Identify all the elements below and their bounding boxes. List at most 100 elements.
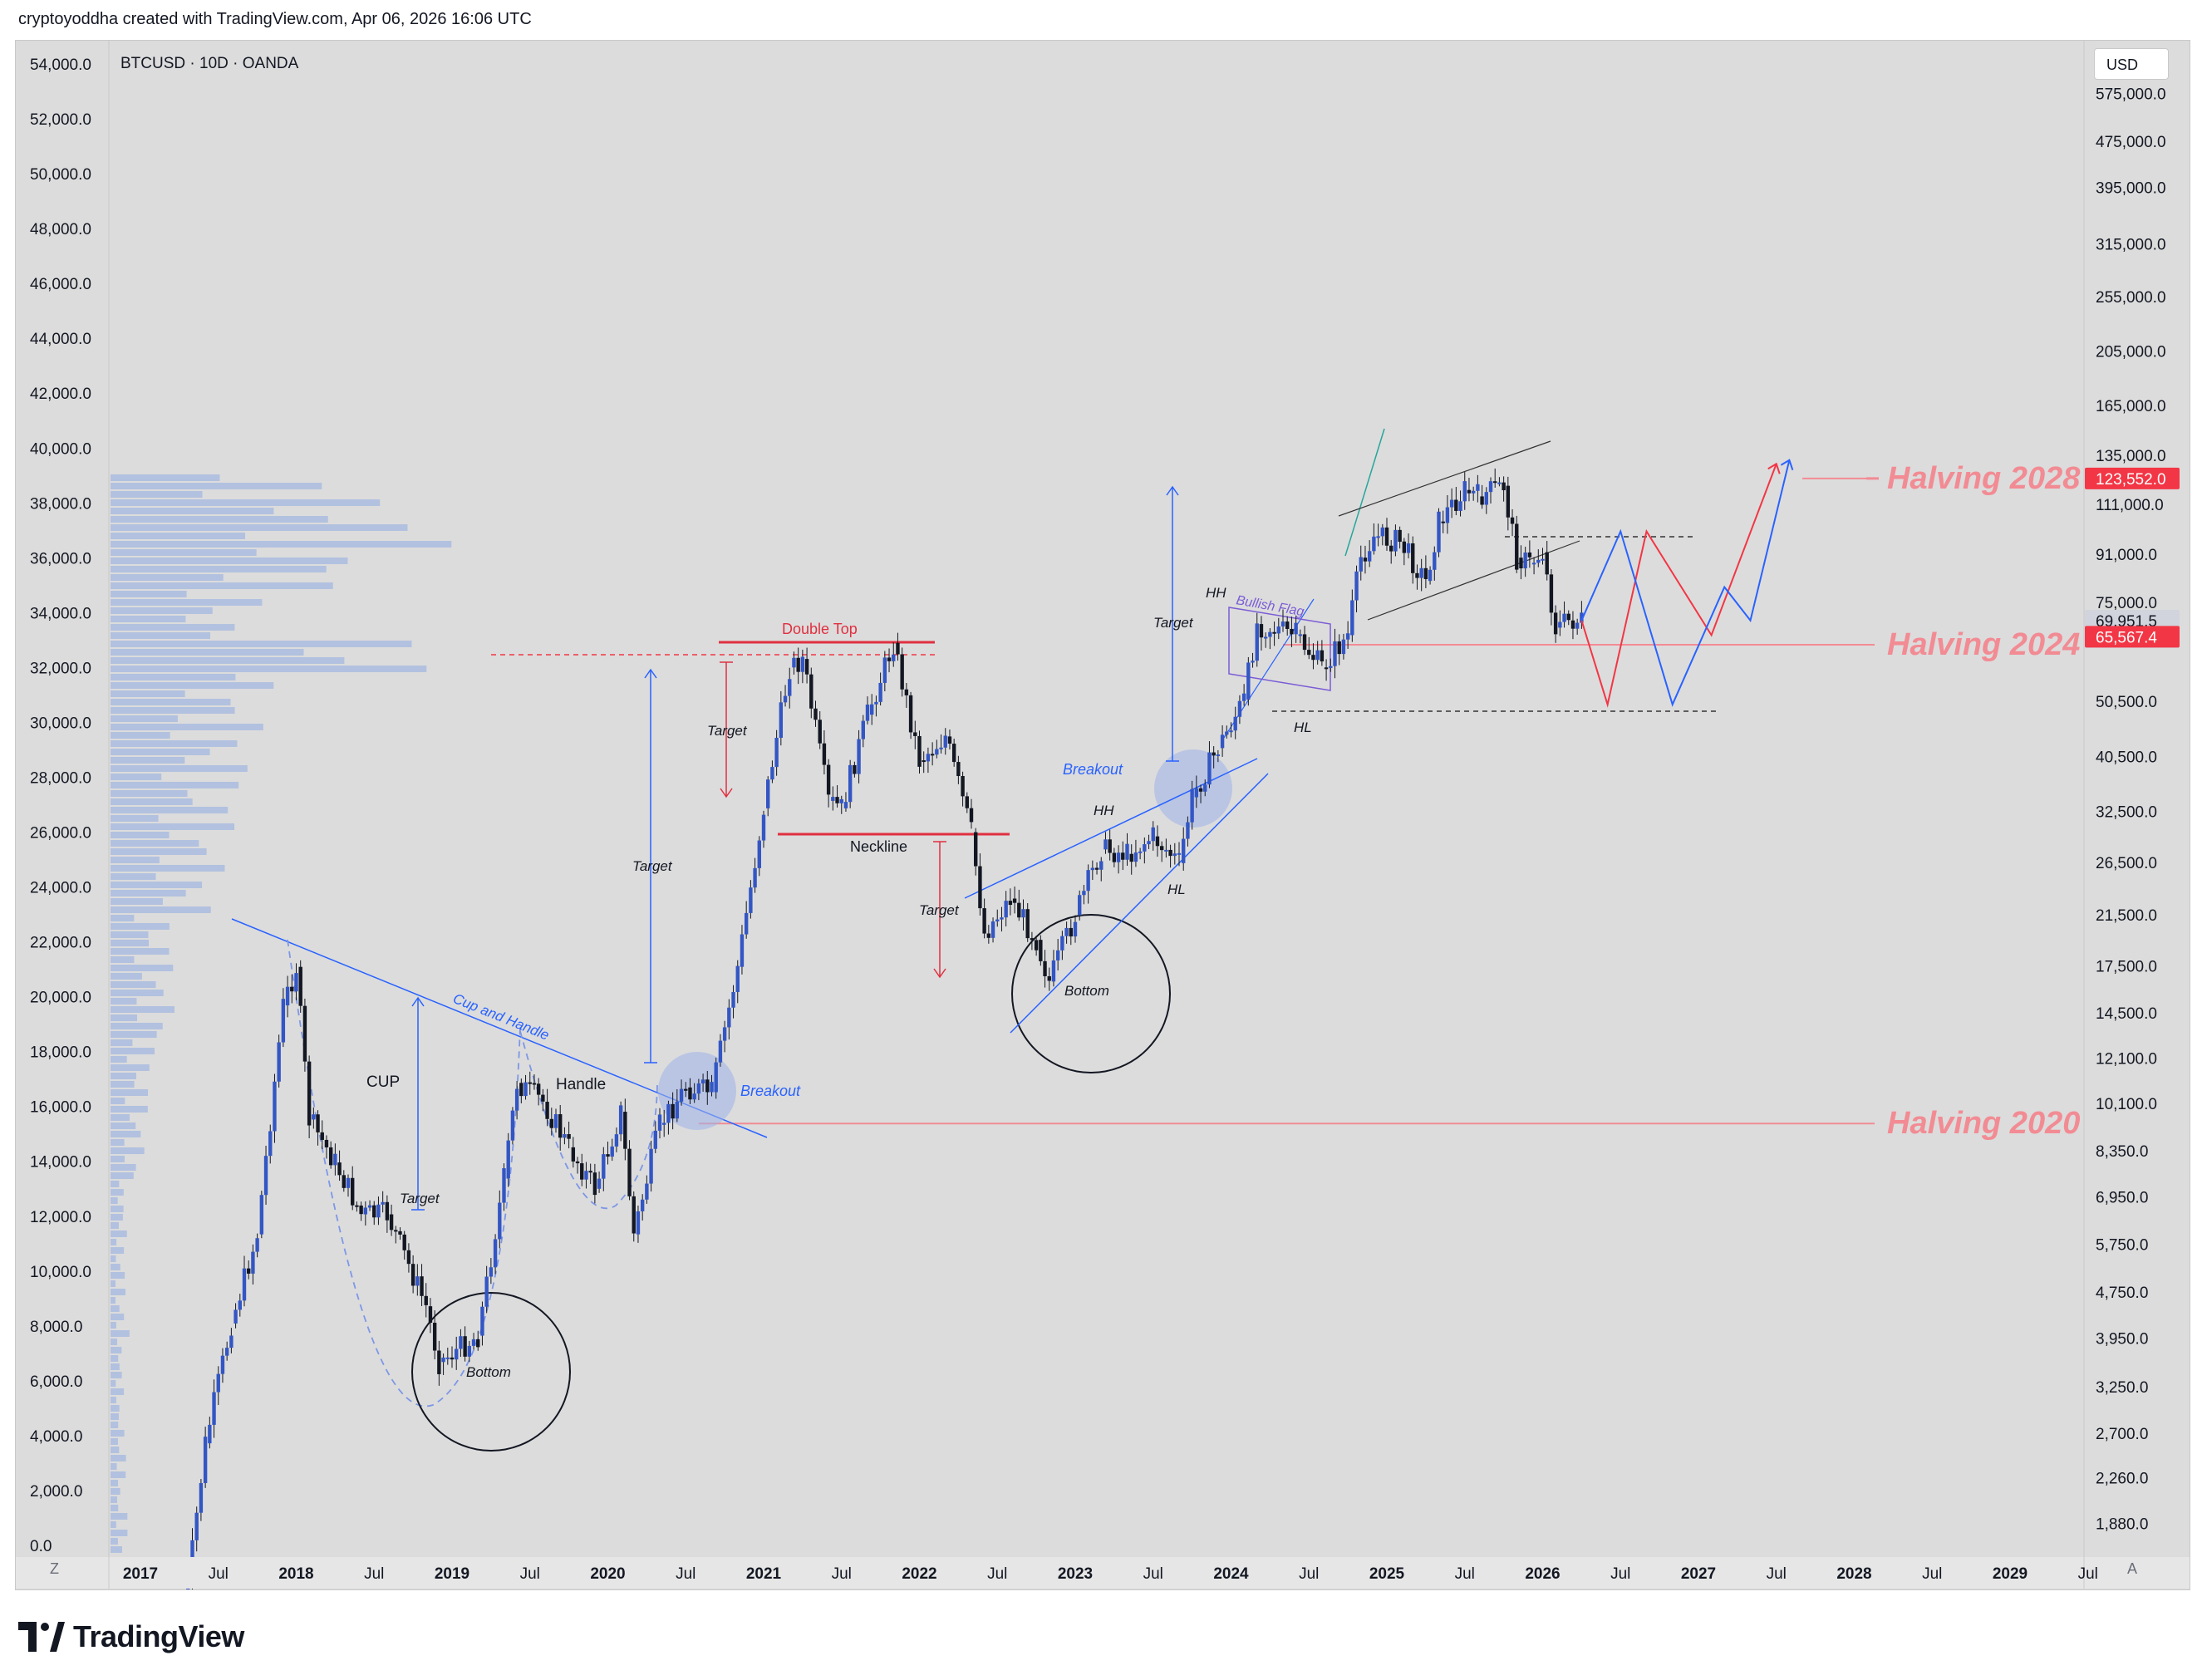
candle-body: [233, 1309, 237, 1323]
candle-body: [372, 1206, 376, 1218]
candle-body: [913, 732, 917, 735]
left-tick-label: 52,000.0: [30, 111, 91, 129]
candle-body: [762, 815, 765, 841]
volume-profile-bar: [111, 1156, 125, 1162]
volume-profile-bar: [111, 1330, 130, 1337]
chart-frame[interactable]: Halving 2020 Halving 2024 Halving 2028 CUP…: [15, 40, 2190, 1590]
candle-body: [1000, 917, 1003, 919]
candle-body: [450, 1358, 454, 1359]
volume-profile-bar: [111, 649, 303, 656]
candle-body: [208, 1425, 211, 1443]
candle-body: [1217, 754, 1220, 756]
volume-profile-bar: [111, 1048, 155, 1054]
candle-body: [1203, 784, 1207, 792]
candle-body: [1550, 574, 1553, 612]
left-tick-label: 14,000.0: [30, 1154, 91, 1172]
candle-body: [931, 754, 934, 755]
label-hl-2024: HL: [1294, 720, 1312, 735]
volume-profile-bar: [111, 1546, 122, 1553]
candle-body: [1108, 839, 1111, 852]
volume-profile-bar: [111, 1189, 124, 1196]
candle-body: [489, 1267, 493, 1276]
time-tick-label: Jul: [1767, 1565, 1787, 1583]
candle-body: [1472, 491, 1475, 494]
time-tick-label: 2022: [902, 1565, 936, 1583]
volume-profile-bar: [111, 1322, 116, 1329]
candle-body: [1485, 492, 1488, 504]
candle-body: [1372, 537, 1375, 551]
label-handle: Handle: [556, 1076, 606, 1093]
right-tick-label: 395,000.0: [2096, 179, 2166, 197]
zoom-button[interactable]: Z: [50, 1560, 59, 1578]
volume-profile-bar: [111, 483, 322, 489]
candle-body: [909, 695, 912, 733]
candle-body: [1138, 852, 1142, 853]
candle-body: [1013, 898, 1016, 902]
volume-profile-bar: [111, 757, 184, 764]
volume-profile-bar: [111, 923, 170, 930]
candle-body: [1333, 641, 1336, 666]
label-cup-and-handle: Cup and Handle: [451, 990, 552, 1044]
candle-body: [680, 1089, 683, 1102]
candle-body: [1121, 852, 1124, 860]
candle-body: [1320, 651, 1324, 661]
candle-body: [1156, 837, 1159, 847]
volume-profile-bar: [111, 848, 207, 855]
candle-body: [883, 657, 887, 682]
header-text: cryptoyoddha created with TradingView.co…: [18, 10, 532, 29]
candle-body: [299, 967, 302, 1006]
candle-body: [1454, 500, 1457, 511]
candle-body: [1433, 553, 1436, 570]
candle-body: [1009, 901, 1012, 905]
candle-body: [1147, 841, 1150, 844]
volume-profile-bar: [111, 524, 407, 531]
candle-body: [731, 992, 735, 1008]
candle-body: [1364, 558, 1367, 562]
candle-body: [671, 1104, 674, 1118]
right-tick-label: 135,000.0: [2096, 448, 2166, 465]
candle-body: [749, 887, 752, 913]
chart-canvas[interactable]: Halving 2020 Halving 2024 Halving 2028 CUP…: [16, 41, 2190, 1589]
candle-body: [1497, 483, 1501, 484]
auto-scale-button[interactable]: A: [2127, 1560, 2137, 1578]
label-bullish-flag: Bullish Flag: [1235, 593, 1305, 619]
candle-body: [1507, 486, 1510, 518]
candle-body: [1567, 614, 1570, 621]
volume-profile-bar: [111, 732, 170, 739]
right-tick-label: 205,000.0: [2096, 344, 2166, 361]
candle-body: [1424, 568, 1428, 579]
candle-body: [558, 1114, 562, 1137]
candle-body: [411, 1264, 415, 1285]
candle-body: [1437, 512, 1440, 553]
currency-selector[interactable]: USD: [2094, 48, 2169, 80]
candle-body: [1164, 850, 1167, 852]
volume-profile-bar: [111, 1397, 116, 1403]
left-tick-label: 24,000.0: [30, 880, 91, 897]
candle-body: [740, 935, 744, 967]
candle-body: [390, 1215, 393, 1231]
candle-body: [974, 833, 977, 867]
candle-body: [507, 1141, 510, 1179]
volume-profile-bar: [111, 666, 426, 672]
candle-body: [1260, 624, 1263, 637]
candle-body: [805, 659, 809, 675]
volume-profile-bar: [111, 1413, 119, 1420]
volume-profile-bar: [111, 1164, 136, 1171]
left-tick-label: 4,000.0: [30, 1428, 82, 1446]
volume-profile-bar: [111, 607, 213, 614]
volume-profile-bar: [111, 1480, 118, 1486]
right-tick-label: 3,950.0: [2096, 1330, 2148, 1348]
candle-body: [446, 1358, 450, 1359]
candle-body: [1290, 629, 1293, 634]
right-tick-label: 14,500.0: [2096, 1005, 2157, 1023]
volume-profile-bar: [111, 1513, 127, 1520]
candle-body: [1086, 870, 1089, 891]
candle-body: [1039, 940, 1042, 961]
time-tick-label: 2020: [590, 1565, 625, 1583]
left-tick-label: 2,000.0: [30, 1483, 82, 1501]
candle-body: [381, 1202, 384, 1205]
candle-body: [1493, 481, 1497, 483]
candle-body: [645, 1184, 648, 1200]
volume-profile-bar: [111, 840, 199, 847]
candle-body: [1004, 901, 1007, 917]
